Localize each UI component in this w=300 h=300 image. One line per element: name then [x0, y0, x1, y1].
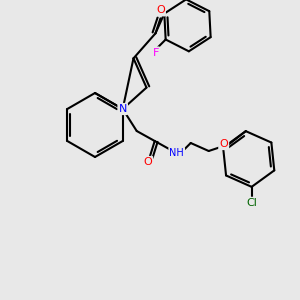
- Text: Cl: Cl: [246, 198, 257, 208]
- Text: F: F: [152, 47, 159, 58]
- Text: O: O: [219, 139, 228, 149]
- Text: O: O: [156, 5, 165, 15]
- Text: NH: NH: [169, 148, 184, 158]
- Text: N: N: [118, 104, 127, 114]
- Text: O: O: [143, 157, 152, 167]
